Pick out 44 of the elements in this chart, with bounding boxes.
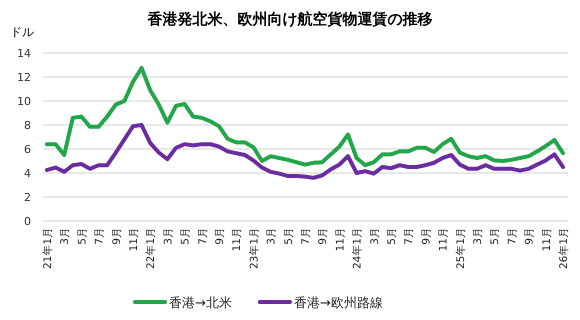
category-label: 3月 <box>59 227 72 245</box>
category-label: 24年1月 <box>352 227 364 270</box>
category-label: 11月 <box>334 227 346 252</box>
category-label: 5月 <box>76 227 88 245</box>
category-label: 11月 <box>128 227 140 252</box>
y-tick-label: 8 <box>24 119 31 132</box>
category-label: 11月 <box>231 227 244 252</box>
legend-label: 香港→欧州路線 <box>294 296 383 311</box>
y-tick-label: 2 <box>24 191 31 204</box>
category-label: 3月 <box>472 227 484 245</box>
category-label: 23年1月 <box>248 227 260 270</box>
category-label: 5月 <box>180 227 192 245</box>
ylabel: ドル <box>10 25 34 39</box>
category-label: 5月 <box>282 227 295 245</box>
category-label: 5月 <box>386 227 398 245</box>
category-label: 9月 <box>110 227 123 245</box>
category-label: 7月 <box>94 227 106 245</box>
y-tick-label: 4 <box>24 167 31 180</box>
title: 香港発北米、欧州向け航空貨物運賃の推移 <box>148 10 432 28</box>
y-tick-label: 6 <box>24 143 31 156</box>
category-label: 9月 <box>524 227 536 245</box>
category-label: 7月 <box>506 227 518 245</box>
category-label: 21年1月 <box>42 227 54 270</box>
category-label: 3月 <box>266 227 278 245</box>
category-label: 3月 <box>162 227 174 245</box>
y-tick-label: 14 <box>17 47 31 60</box>
category-label: 9月 <box>420 227 432 245</box>
category-label: 26年1月 <box>558 227 570 270</box>
category-label: 9月 <box>214 227 226 245</box>
legend-label: 香港→北米 <box>169 296 232 311</box>
category-label: 7月 <box>300 227 312 245</box>
category-label: 25年1月 <box>454 227 467 270</box>
y-tick-label: 10 <box>17 95 31 108</box>
y-tick-label: 12 <box>17 71 31 84</box>
category-label: 3月 <box>368 227 381 245</box>
category-label: 7月 <box>196 227 209 245</box>
yaxis: 0 2 4 6 8 10 12 14 <box>17 47 568 228</box>
category-label: 5月 <box>489 227 502 245</box>
category-label: 11月 <box>438 227 450 252</box>
category-label: 11月 <box>540 227 553 252</box>
y-tick-label: 0 <box>24 215 31 228</box>
category-label: 7月 <box>403 227 416 245</box>
category-label: 22年1月 <box>145 227 158 270</box>
category-label: 9月 <box>317 227 330 245</box>
